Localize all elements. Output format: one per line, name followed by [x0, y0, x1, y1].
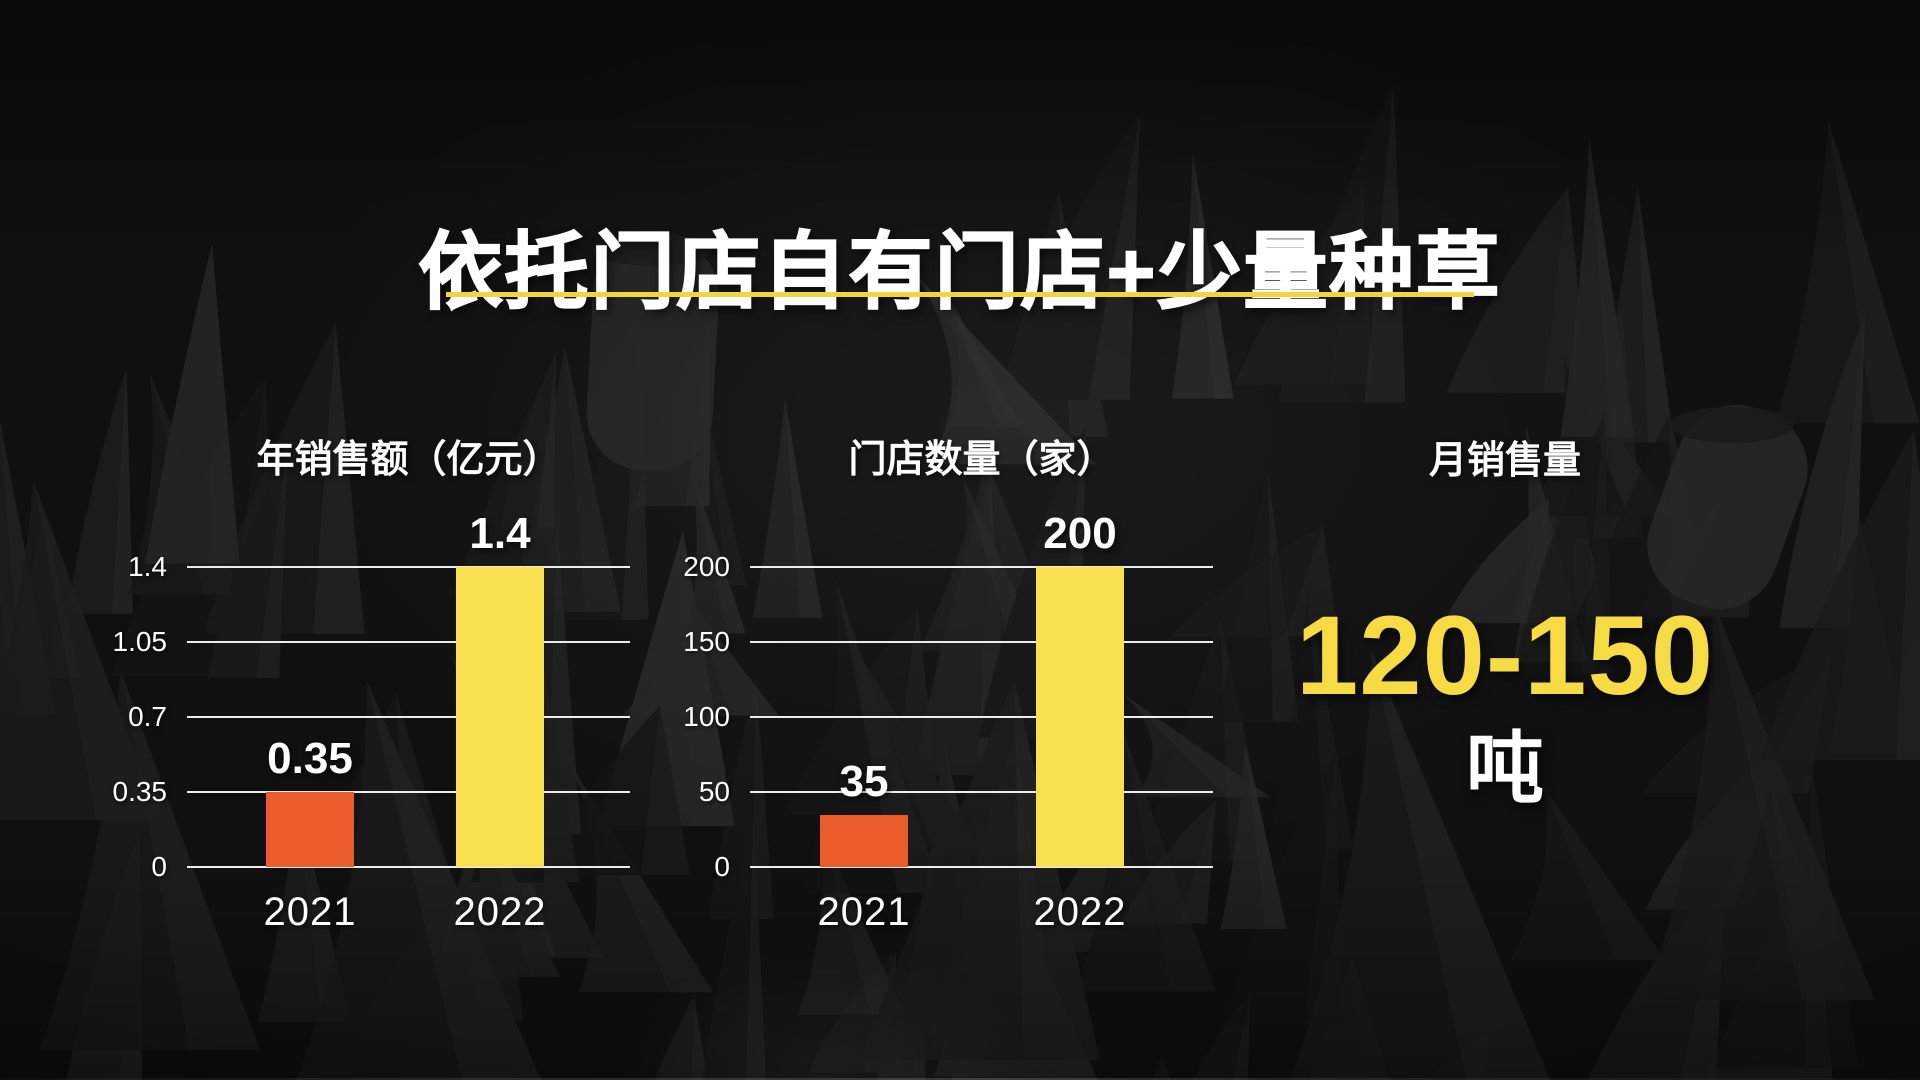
x-category-label: 2021 [817, 890, 911, 934]
bar-2021 [266, 792, 354, 867]
chart-annual-sales: 年销售额（亿元） 1.4 1.05 0.7 0.35 0 0.35 2021 1.4 2022 [110, 430, 650, 942]
title-underline [446, 292, 1474, 297]
gridline [187, 566, 630, 568]
y-axis-tick-label: 1.4 [128, 551, 167, 582]
gridline [187, 866, 630, 868]
chart-title: 门店数量（家） [848, 439, 1115, 481]
gridline [750, 641, 1213, 643]
gridline [750, 791, 1213, 793]
y-axis-tick-label: 100 [683, 701, 730, 732]
y-axis-tick-label: 0 [151, 851, 167, 882]
bar-2022 [1036, 567, 1124, 867]
y-axis-tick-label: 1.05 [112, 626, 168, 657]
x-category-label: 2021 [263, 890, 357, 934]
y-axis-tick-label: 150 [683, 626, 730, 657]
gridline [187, 716, 630, 718]
bar-value-label: 200 [1043, 509, 1117, 558]
gridline [750, 866, 1213, 868]
x-category-label: 2022 [1033, 890, 1127, 934]
chart-store-count: 门店数量（家） 200 150 100 50 0 35 2021 200 2022 [660, 430, 1240, 942]
gridline [750, 566, 1213, 568]
x-category-label: 2022 [453, 890, 547, 934]
kpi-unit: 吨 [1465, 724, 1544, 812]
gridline [187, 641, 630, 643]
chart-title: 年销售额（亿元） [256, 439, 561, 481]
bar-value-label: 0.35 [267, 734, 353, 783]
bar-2021 [820, 814, 908, 867]
bar-value-label: 1.4 [469, 509, 531, 558]
gridline [750, 716, 1213, 718]
y-axis-tick-label: 0 [714, 851, 730, 882]
y-axis-tick-label: 0.35 [112, 776, 168, 807]
kpi-label: 月销售量 [1428, 440, 1581, 482]
slide-title: 依托门店自有门店+少量种草 [418, 224, 1502, 320]
gridline [187, 791, 630, 793]
y-axis-tick-label: 200 [683, 551, 730, 582]
y-axis-tick-label: 50 [698, 776, 730, 807]
y-axis-tick-label: 0.7 [128, 701, 167, 732]
bottom-edge-line [0, 1078, 1920, 1080]
bar-value-label: 35 [839, 756, 889, 806]
kpi-value: 120-150 [1295, 593, 1715, 718]
bar-2022 [456, 567, 544, 867]
